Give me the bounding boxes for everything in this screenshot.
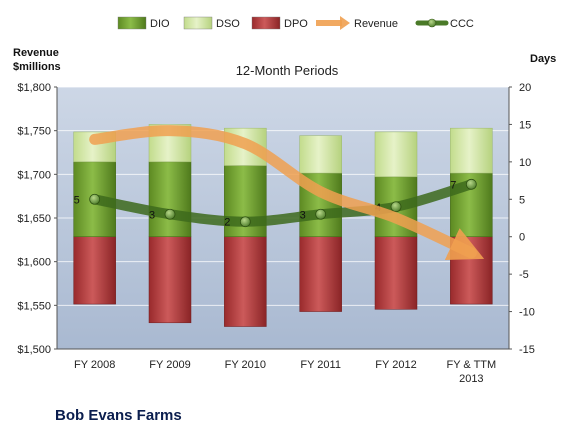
legend-swatch-dpo xyxy=(251,16,281,30)
bar-dpo xyxy=(299,236,342,312)
legend-swatch-dso xyxy=(183,16,213,30)
right-tick-label: 15 xyxy=(519,119,531,131)
bar-dso xyxy=(299,135,342,174)
ccc-point xyxy=(390,201,402,213)
legend-marker-ccc xyxy=(427,18,437,28)
ccc-data-label: 7 xyxy=(450,179,456,191)
legend-label-ccc: CCC xyxy=(450,18,474,30)
x-tick-label: FY 2011 xyxy=(300,359,341,371)
legend-label-dio: DIO xyxy=(150,18,170,30)
right-axis-ticks: -15 -10 -5 0 5 10 15 20 xyxy=(508,82,535,356)
ccc-data-label: 5 xyxy=(74,194,80,206)
bar-dpo xyxy=(148,236,192,324)
right-axis-title: Days xyxy=(530,53,556,65)
bar-dpo xyxy=(374,236,418,310)
left-tick-label: $1,550 xyxy=(17,300,51,312)
ccc-point xyxy=(164,208,176,220)
legend-label-dso: DSO xyxy=(216,18,240,30)
left-tick-label: $1,650 xyxy=(17,213,51,225)
right-tick-label: 5 xyxy=(519,194,525,206)
x-tick-label: FY 2010 xyxy=(225,359,266,371)
ccc-point xyxy=(315,208,327,220)
legend: DIO DSO DPO Revenue CCC xyxy=(117,16,474,30)
revenue-arrow xyxy=(89,125,485,261)
bar-dpo xyxy=(73,236,116,305)
left-axis-title-line1: Revenue xyxy=(13,47,59,59)
left-tick-label: $1,750 xyxy=(17,126,51,138)
ccc-point xyxy=(465,178,477,190)
x-tick-label: FY 2009 xyxy=(149,359,190,371)
left-axis-title-line2: $millions xyxy=(13,61,61,73)
x-tick-label: FY 2008 xyxy=(74,359,115,371)
ccc-line xyxy=(89,179,477,227)
bar-dio xyxy=(148,161,192,237)
ccc-point xyxy=(239,216,251,228)
left-tick-label: $1,800 xyxy=(17,82,51,94)
right-tick-label: 20 xyxy=(519,82,531,94)
right-tick-label: -15 xyxy=(519,344,535,356)
legend-arrowhead-revenue xyxy=(340,16,350,30)
legend-swatch-dio xyxy=(117,16,147,30)
ccc-data-label: 3 xyxy=(149,209,155,221)
ccc-data-label: 3 xyxy=(300,209,306,221)
left-axis-ticks: $1,500 $1,550 $1,600 $1,650 $1,700 $1,750 $1,8… xyxy=(17,82,58,356)
legend-label-revenue: Revenue xyxy=(354,18,398,30)
right-tick-label: -10 xyxy=(519,307,535,319)
legend-label-dpo: DPO xyxy=(284,18,308,30)
x-tick-label: 2013 xyxy=(459,373,483,385)
bar-dso xyxy=(374,131,418,178)
x-axis-ticks: FY 2008 FY 2009 FY 2010 FY 2011 FY 2012 FY & … xyxy=(57,348,509,385)
left-tick-label: $1,500 xyxy=(17,344,51,356)
left-tick-label: $1,600 xyxy=(17,257,51,269)
company-name: Bob Evans Farms xyxy=(55,407,182,424)
bars xyxy=(73,124,493,327)
x-tick-label: FY & TTM xyxy=(446,359,496,371)
right-tick-label: -5 xyxy=(519,269,529,281)
chart-title: 12-Month Periods xyxy=(236,63,339,78)
ccc-data-label: 2 xyxy=(224,217,230,229)
ccc-point xyxy=(89,193,101,205)
x-tick-label: FY 2012 xyxy=(375,359,416,371)
right-tick-label: 10 xyxy=(519,157,531,169)
left-tick-label: $1,700 xyxy=(17,169,51,181)
bar-dpo xyxy=(224,236,267,327)
right-tick-label: 0 xyxy=(519,232,525,244)
revenue-series xyxy=(89,125,485,261)
bar-dso xyxy=(450,127,493,174)
